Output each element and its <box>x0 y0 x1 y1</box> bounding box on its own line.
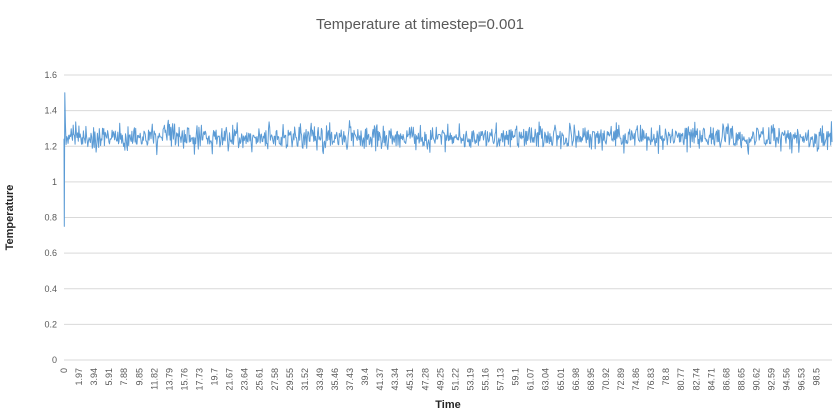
x-tick-label: 84.71 <box>706 368 716 391</box>
x-tick-label: 37.43 <box>345 368 355 391</box>
y-tick-label: 1 <box>52 177 57 187</box>
x-tick-label: 49.25 <box>435 368 445 391</box>
x-tick-label: 59.1 <box>511 368 521 386</box>
x-tick-label: 61.07 <box>526 368 536 391</box>
y-tick-label: 0.4 <box>44 284 57 294</box>
x-tick-label: 5.91 <box>104 368 114 386</box>
x-tick-label: 88.65 <box>736 368 746 391</box>
chart-title: Temperature at timestep=0.001 <box>315 16 525 33</box>
x-tick-label: 92.59 <box>767 368 777 391</box>
x-tick-label: 7.88 <box>119 368 129 386</box>
x-tick-label: 15.76 <box>179 368 189 391</box>
x-tick-label: 43.34 <box>390 368 400 391</box>
x-tick-label: 3.94 <box>89 368 99 386</box>
x-tick-label: 47.28 <box>420 368 430 391</box>
x-axis-title: Time <box>435 399 460 411</box>
x-tick-label: 23.64 <box>240 368 250 391</box>
x-tick-label: 66.98 <box>571 368 581 391</box>
y-tick-label: 0 <box>52 355 57 365</box>
x-tick-label: 53.19 <box>466 368 476 391</box>
y-tick-label: 1.6 <box>44 70 57 80</box>
x-tick-label: 57.13 <box>496 368 506 391</box>
y-tick-label: 0.2 <box>44 319 57 329</box>
x-tick-label: 19.7 <box>210 368 220 386</box>
x-tick-label: 55.16 <box>481 368 491 391</box>
x-tick-label: 21.67 <box>225 368 235 391</box>
x-tick-label: 45.31 <box>405 368 415 391</box>
x-tick-label: 1.97 <box>74 368 84 386</box>
y-tick-label: 0.6 <box>44 248 57 258</box>
plot-area: 0 0.2 0.4 0.6 0.8 1 1.2 1.4 1.6 0 1.97 3.94 5.91 7.88… <box>4 70 833 411</box>
x-tick-label: 98.5 <box>812 368 822 386</box>
x-tick-label: 25.61 <box>255 368 265 391</box>
x-tick-label: 63.04 <box>541 368 551 391</box>
x-tick-label: 17.73 <box>195 368 205 391</box>
x-tick-label: 68.95 <box>586 368 596 391</box>
temperature-series-line <box>63 92 833 227</box>
x-tick-label: 82.74 <box>691 368 701 391</box>
x-tick-label: 90.62 <box>752 368 762 391</box>
x-tick-label: 41.37 <box>375 368 385 391</box>
x-tick-label: 70.92 <box>601 368 611 391</box>
x-tick-label: 13.79 <box>164 368 174 391</box>
x-tick-label: 0 <box>59 368 69 373</box>
x-tick-label: 76.83 <box>646 368 656 391</box>
x-tick-label: 74.86 <box>631 368 641 391</box>
x-tick-label: 29.55 <box>285 368 295 391</box>
y-tick-label: 1.2 <box>44 141 57 151</box>
x-tick-label: 11.82 <box>149 368 159 390</box>
x-tick-label: 27.58 <box>270 368 280 391</box>
x-tick-label: 65.01 <box>556 368 566 391</box>
x-tick-label: 51.22 <box>450 368 460 391</box>
x-tick-label: 33.49 <box>315 368 325 391</box>
x-tick-label: 9.85 <box>134 368 144 386</box>
x-tick-label: 86.68 <box>721 368 731 391</box>
y-tick-label: 0.8 <box>44 213 57 223</box>
x-tick-label: 35.46 <box>330 368 340 391</box>
x-tick-label: 31.52 <box>300 368 310 391</box>
x-tick-label: 94.56 <box>782 368 792 391</box>
y-tick-label: 1.4 <box>44 106 57 116</box>
x-tick-label: 72.89 <box>616 368 626 391</box>
x-tick-label: 80.77 <box>676 368 686 391</box>
x-tick-label: 39.4 <box>360 368 370 386</box>
y-axis-title: Temperature <box>4 185 16 251</box>
x-tick-label: 96.53 <box>797 368 807 391</box>
x-tick-label: 78.8 <box>661 368 671 386</box>
